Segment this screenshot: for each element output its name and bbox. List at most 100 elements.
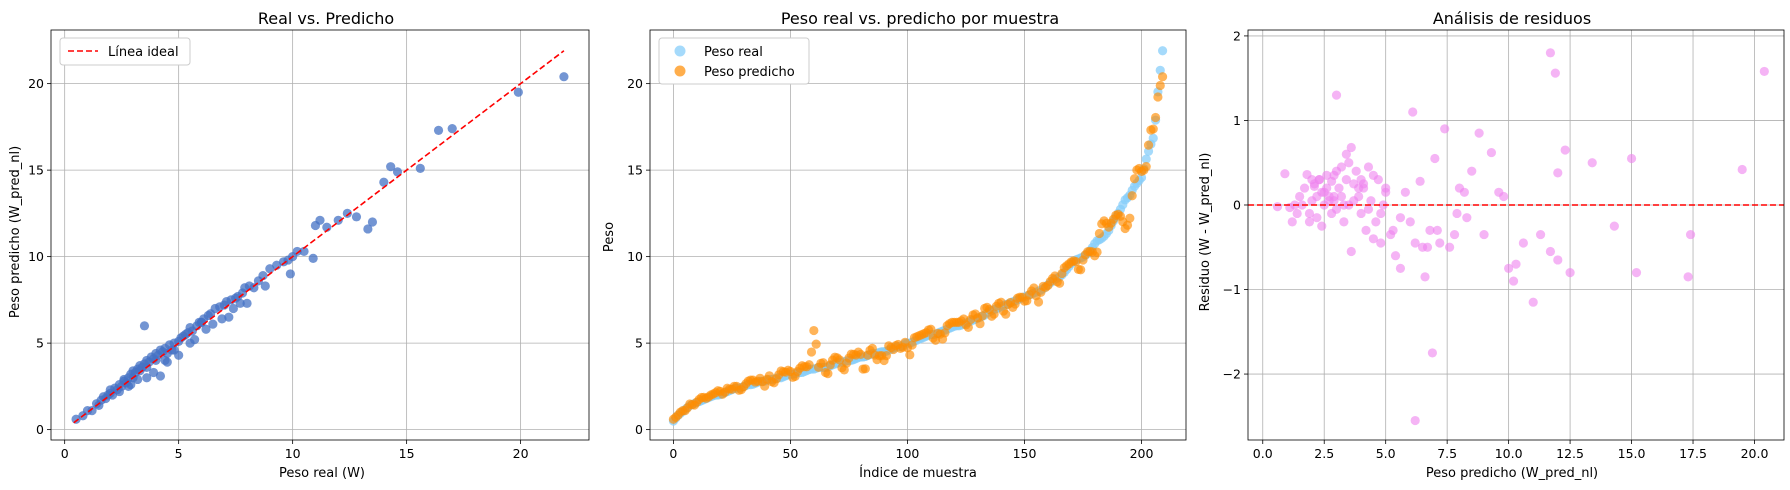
data-point (185, 338, 195, 348)
data-point-predicho (905, 350, 915, 360)
legend: Línea ideal (59, 37, 191, 66)
residual-point (1430, 153, 1440, 164)
y-tick-label: −1 (1223, 282, 1241, 297)
data-point-predicho (1094, 228, 1104, 239)
legend-label-predicho: Peso predicho (704, 65, 795, 80)
y-tick-label: −2 (1223, 367, 1241, 382)
residual-point (1314, 175, 1324, 185)
panel-real-vs-predicho: Real vs. Predicho Peso real (W) Peso pre… (8, 9, 590, 481)
x-axis-label: Índice de muestra (859, 465, 977, 481)
data-point-predicho (907, 340, 917, 350)
data-point (559, 72, 569, 82)
data-point (386, 162, 396, 172)
residual-point (1449, 229, 1460, 240)
x-tick-label: 12.5 (1556, 446, 1584, 461)
data-point (169, 345, 179, 355)
data-point-predicho (806, 347, 817, 357)
data-point-predicho (1157, 72, 1168, 82)
data-point-predicho (811, 339, 821, 349)
residual-point (1545, 48, 1556, 58)
data-point-predicho (1076, 265, 1086, 275)
residual-point (1479, 229, 1489, 240)
data-points (668, 46, 1168, 426)
residual-point (1363, 204, 1374, 214)
chart-title: Peso real vs. predicho por muestra (781, 9, 1059, 28)
residual-point (1376, 238, 1386, 248)
axes-frame (649, 29, 1187, 441)
grid (51, 30, 589, 440)
data-point (94, 400, 104, 411)
residual-point (1299, 183, 1310, 193)
residual-point (1432, 225, 1442, 235)
x-tick-label: 100 (896, 446, 920, 461)
data-point (315, 215, 325, 225)
data-point-predicho (834, 355, 845, 365)
data-point-predicho (926, 324, 936, 334)
y-axis-label: Peso (602, 222, 617, 252)
data-point (258, 271, 268, 281)
residual-point (1351, 166, 1361, 176)
axis-ticks: 0 50 100 150 200 0 5 10 15 20 (627, 76, 1153, 461)
residual-point (1295, 191, 1305, 202)
axes-frame (50, 29, 590, 441)
data-point-predicho (989, 309, 999, 319)
residual-point (1363, 162, 1374, 172)
residual-point (1346, 142, 1356, 153)
residual-point (1405, 217, 1415, 227)
chart-title: Análisis de residuos (1433, 9, 1591, 28)
residual-point (1440, 124, 1450, 134)
data-point (333, 215, 343, 225)
data-point (142, 373, 152, 383)
data-point (292, 246, 302, 257)
chart-title: Real vs. Predicho (258, 9, 394, 28)
data-point (513, 87, 523, 97)
residual-point (1511, 259, 1521, 269)
residual-point (1356, 208, 1366, 219)
data-point (299, 246, 309, 257)
data-point (265, 264, 275, 274)
residual-point (1427, 348, 1438, 358)
residual-point (1329, 191, 1339, 202)
data-point (71, 414, 81, 424)
residual-point (1373, 175, 1383, 185)
residual-point (1390, 251, 1401, 261)
data-point (367, 217, 378, 227)
data-point-real (1141, 154, 1151, 164)
data-point (133, 374, 143, 385)
residual-point (1535, 229, 1546, 240)
residual-point (1280, 169, 1290, 179)
residual-point (1550, 68, 1560, 78)
data-point (208, 319, 218, 329)
data-point-predicho (1092, 247, 1102, 257)
residual-point (1553, 168, 1563, 178)
x-tick-label: 150 (1013, 446, 1037, 461)
data-point-predicho (1143, 140, 1154, 150)
residual-point (1346, 246, 1356, 257)
y-tick-label: 0 (36, 422, 44, 437)
x-tick-label: 5 (175, 446, 183, 461)
y-tick-label: 5 (635, 336, 643, 351)
x-tick-label: 10.0 (1495, 446, 1523, 461)
y-tick-label: 5 (36, 336, 44, 351)
residual-point (1272, 202, 1283, 212)
residual-point (1452, 208, 1462, 219)
data-point (260, 281, 270, 291)
y-tick-label: 0 (635, 422, 643, 437)
data-point (242, 298, 252, 308)
data-point-predicho (1055, 278, 1065, 288)
residual-point (1545, 246, 1556, 257)
data-point-predicho (975, 319, 985, 329)
x-tick-label: 2.5 (1314, 446, 1334, 461)
data-point (351, 212, 362, 222)
data-point-predicho (1150, 112, 1161, 123)
x-tick-label: 0 (669, 446, 677, 461)
data-point (201, 324, 211, 334)
residual-point (1560, 145, 1570, 155)
y-tick-label: 15 (28, 163, 44, 178)
legend: Peso real Peso predicho (658, 37, 810, 85)
x-tick-label: 200 (1130, 446, 1154, 461)
residual-point (1467, 166, 1477, 176)
y-tick-label: 15 (627, 163, 643, 178)
panel-analisis-residuos: Análisis de residuos Peso predicho (W_pr… (1198, 9, 1785, 481)
